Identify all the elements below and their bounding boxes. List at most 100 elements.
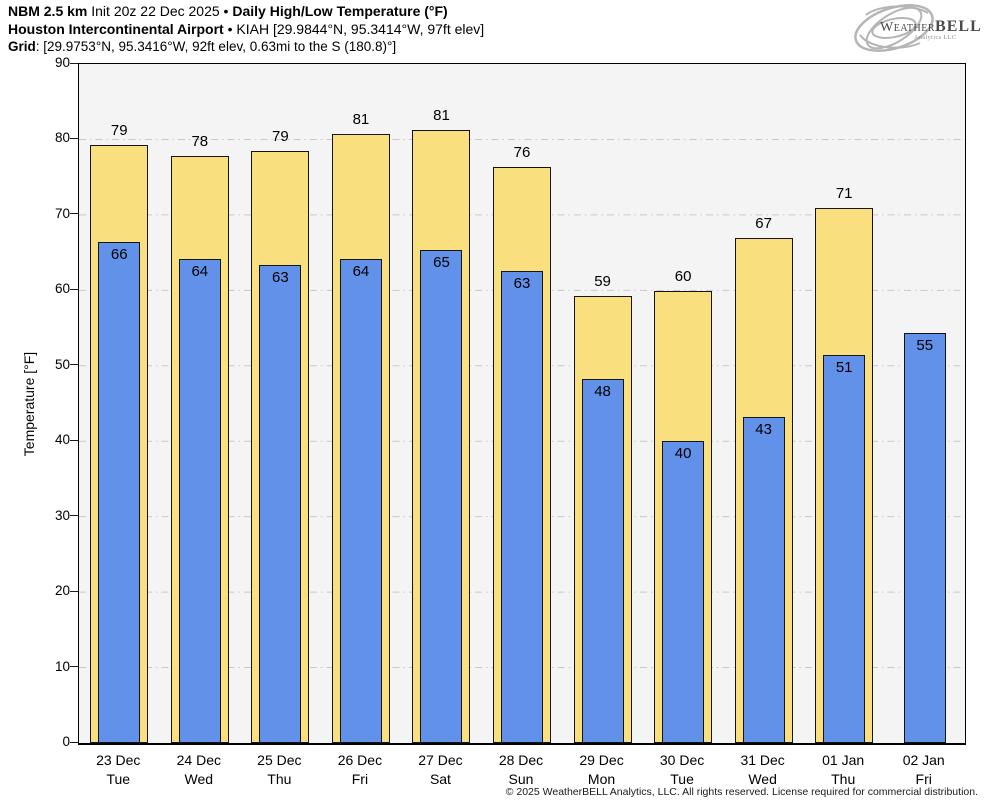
x-axis-date: 29 Dec <box>579 752 624 768</box>
x-axis-date: 24 Dec <box>176 752 221 768</box>
y-tick-label: 60 <box>54 281 70 297</box>
x-axis-weekday: Wed <box>184 771 214 787</box>
high-value-label: 67 <box>755 214 772 232</box>
x-axis-date: 28 Dec <box>498 752 544 768</box>
high-value-label: 78 <box>191 133 209 151</box>
x-axis-weekday: Tue <box>106 771 131 787</box>
x-axis-label: 26 Dec Fri <box>318 751 402 789</box>
high-value-label: 81 <box>352 111 370 129</box>
x-axis-date: 27 Dec <box>418 752 463 768</box>
y-tick-mark <box>70 741 78 743</box>
high-value-label: 59 <box>594 272 611 290</box>
y-tick-label: 70 <box>54 205 70 221</box>
low-value-label: 55 <box>916 336 934 354</box>
x-axis-weekday: Thu <box>267 771 292 787</box>
low-value-label: 66 <box>110 246 128 264</box>
y-tick-label: 90 <box>54 55 70 70</box>
x-axis-weekday: Wed <box>748 771 777 787</box>
y-tick-mark <box>70 364 78 366</box>
station-name: Houston Intercontinental Airport <box>8 20 224 37</box>
y-tick-label: 0 <box>62 734 70 749</box>
low-value-label: 64 <box>191 263 209 281</box>
y-tick-mark <box>70 666 78 668</box>
x-axis-label: 01 Jan Thu <box>801 751 885 789</box>
x-axis-label: 28 Dec Sun <box>479 751 563 789</box>
x-axis-weekday: Tue <box>670 771 694 787</box>
y-tick-label: 30 <box>54 507 70 523</box>
y-tick-mark <box>70 515 78 517</box>
low-value-label: 40 <box>674 445 692 463</box>
bars-layer: 79 66 78 64 79 63 81 64 81 65 76 63 59 48 60 40 67 43 71 51… <box>79 64 965 743</box>
low-value-label: 51 <box>835 359 853 377</box>
x-axis-weekday: Mon <box>587 771 616 787</box>
low-bar <box>903 332 946 743</box>
high-value-label: 79 <box>110 122 128 140</box>
low-bar <box>501 270 543 743</box>
x-axis-weekday: Sat <box>429 771 451 787</box>
y-axis-title: Temperature [°F] <box>21 351 37 457</box>
x-axis-label: 23 Dec Tue <box>76 751 160 789</box>
x-axis-label: 24 Dec Wed <box>157 751 241 789</box>
low-bar <box>742 417 785 743</box>
y-tick-label: 50 <box>54 356 70 372</box>
x-axis-date: 02 Jan <box>902 752 945 768</box>
low-value-label: 64 <box>352 263 370 281</box>
header-line-1: NBM 2.5 km Init 20z 22 Dec 2025 • Daily … <box>8 3 484 21</box>
low-bar <box>259 265 302 743</box>
x-axis-date: 25 Dec <box>257 752 302 768</box>
x-axis-date: 31 Dec <box>740 752 785 768</box>
station-details: • KIAH [29.9844°N, 95.3414°W, 97ft elev] <box>223 20 485 37</box>
x-axis-date: 23 Dec <box>96 752 141 768</box>
x-axis-weekday: Sun <box>508 771 534 787</box>
copyright-notice: © 2025 WeatherBELL Analytics, LLC. All r… <box>505 786 978 798</box>
x-axis-date: 01 Jan <box>822 752 865 768</box>
low-bar <box>420 249 463 743</box>
low-bar <box>823 355 866 743</box>
high-value-label: 71 <box>835 185 853 203</box>
x-axis-label: 31 Dec Wed <box>721 751 805 789</box>
x-axis-date: 26 Dec <box>337 752 383 768</box>
x-axis-label: 27 Dec Sat <box>398 751 482 789</box>
low-bar <box>581 378 624 743</box>
y-tick-label: 40 <box>54 432 70 448</box>
low-value-label: 48 <box>594 382 611 400</box>
high-value-label: 81 <box>433 106 450 124</box>
logo-subtitle: Analytics LLC <box>914 35 957 41</box>
high-value-label: 76 <box>513 143 531 161</box>
high-value-label: 79 <box>272 127 289 145</box>
x-axis-label: 02 Jan Fri <box>882 751 966 789</box>
x-axis-weekday: Thu <box>831 771 856 787</box>
y-tick-mark <box>70 439 78 441</box>
y-tick-mark <box>70 288 78 290</box>
y-tick-label: 80 <box>54 130 70 146</box>
model-name: NBM 2.5 km <box>8 3 88 19</box>
low-value-label: 43 <box>755 421 772 439</box>
y-tick-mark <box>70 590 78 592</box>
hurricane-swirl-icon <box>854 4 934 52</box>
low-bar <box>662 441 705 743</box>
header-line-3: Grid: [29.9753°N, 95.3416°W, 92ft elev, … <box>8 38 484 56</box>
low-value-label: 63 <box>513 274 531 292</box>
x-axis-label: 29 Dec Mon <box>560 751 644 789</box>
logo-wordmark: WeatherBELL <box>880 18 982 36</box>
x-axis-label: 30 Dec Tue <box>640 751 724 789</box>
x-axis-date: 30 Dec <box>659 752 705 768</box>
low-value-label: 63 <box>272 269 289 287</box>
chart-header: NBM 2.5 km Init 20z 22 Dec 2025 • Daily … <box>8 3 484 56</box>
high-value-label: 60 <box>674 268 692 286</box>
header-line-2: Houston Intercontinental Airport • KIAH … <box>8 21 484 39</box>
y-tick-label: 20 <box>54 583 70 599</box>
plot-area: 79 66 78 64 79 63 81 64 81 65 76 63 59 48 60 40 67 43 71 51… <box>78 63 966 745</box>
low-bar <box>98 242 141 743</box>
weatherbell-logo: WeatherBELL Analytics LLC <box>850 1 982 55</box>
logo-weather-text: Weather <box>880 20 936 35</box>
low-bar <box>339 259 382 743</box>
x-axis-weekday: Fri <box>915 771 932 787</box>
low-bar <box>178 259 221 743</box>
grid-details: : [29.9753°N, 95.3416°W, 92ft elev, 0.63… <box>35 39 397 54</box>
logo-bell-text: BELL <box>935 18 982 35</box>
y-tick-mark <box>70 137 78 139</box>
product-title: Daily High/Low Temperature (°F) <box>232 3 448 19</box>
low-value-label: 65 <box>433 253 450 271</box>
